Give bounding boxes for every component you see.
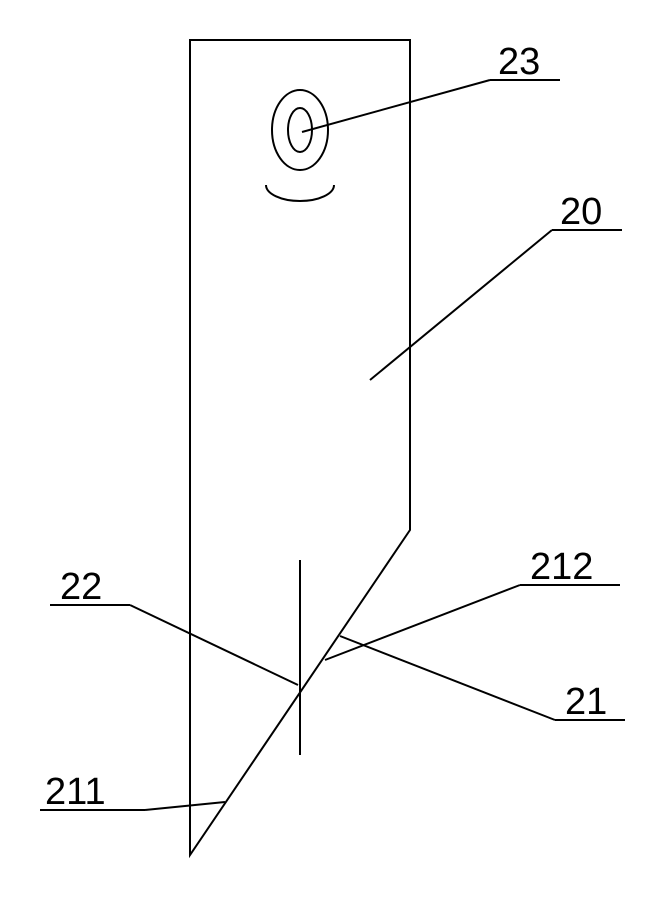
eye-outer-ellipse: [272, 90, 328, 170]
label-21: 21: [565, 681, 607, 723]
label-20: 20: [560, 191, 602, 233]
label-23: 23: [498, 41, 540, 83]
label-21-leader: [340, 636, 555, 720]
label-211-leader: [145, 802, 225, 810]
figure-svg: 23 20 212 21 211 22: [0, 0, 664, 902]
label-211: 211: [45, 771, 106, 813]
label-22: 22: [60, 566, 102, 608]
eye-crescent: [266, 185, 334, 201]
label-212-leader: [325, 585, 520, 660]
drawing-layer: 23 20 212 21 211 22: [40, 40, 625, 855]
label-212: 212: [530, 546, 593, 588]
label-22-leader: [130, 605, 298, 685]
label-20-leader: [370, 230, 552, 380]
label-23-leader: [302, 80, 490, 132]
